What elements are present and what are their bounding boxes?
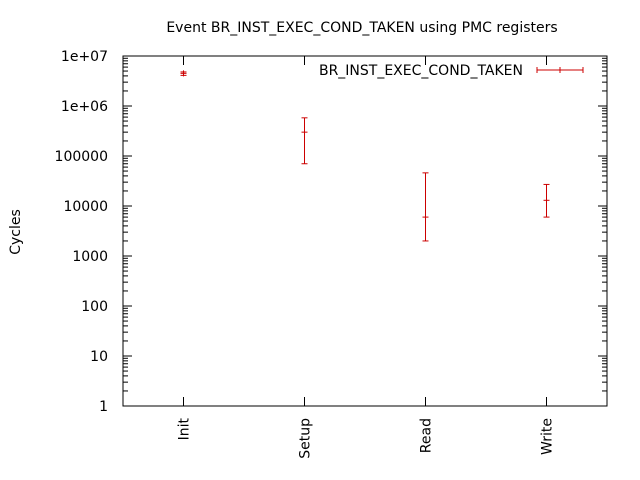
- error-bar-init: [180, 70, 187, 77]
- chart-title: Event BR_INST_EXEC_COND_TAKEN using PMC …: [166, 20, 557, 36]
- y-axis-ticks: 1 10 100 1000 10000 100000 1e+06 1e+07: [55, 49, 607, 415]
- series-layer: [180, 70, 550, 242]
- legend: BR_INST_EXEC_COND_TAKEN: [319, 63, 584, 79]
- legend-sample: [536, 67, 584, 73]
- y-tick-label: 10: [90, 349, 108, 365]
- error-bar-setup: [301, 117, 308, 165]
- error-bar-read: [422, 172, 429, 242]
- x-tick-label: Init: [177, 417, 193, 440]
- legend-label: BR_INST_EXEC_COND_TAKEN: [319, 63, 523, 79]
- y-axis-label: Cycles: [8, 209, 24, 255]
- y-tick-label: 1: [99, 399, 108, 415]
- x-tick-label: Setup: [298, 418, 314, 459]
- y-tick-label: 10000: [63, 199, 108, 215]
- x-tick-label: Write: [540, 418, 556, 455]
- y-tick-label: 1e+06: [61, 99, 108, 115]
- y-tick-label: 1e+07: [61, 49, 108, 65]
- y-tick-label: 100: [81, 299, 108, 315]
- x-tick-label: Read: [419, 418, 435, 453]
- error-bar-write: [543, 183, 550, 218]
- x-axis-ticks: Init Setup Read Write: [177, 56, 556, 459]
- y-tick-label: 1000: [72, 249, 108, 265]
- plot-area-frame: [122, 55, 608, 407]
- y-tick-label: 100000: [55, 149, 108, 165]
